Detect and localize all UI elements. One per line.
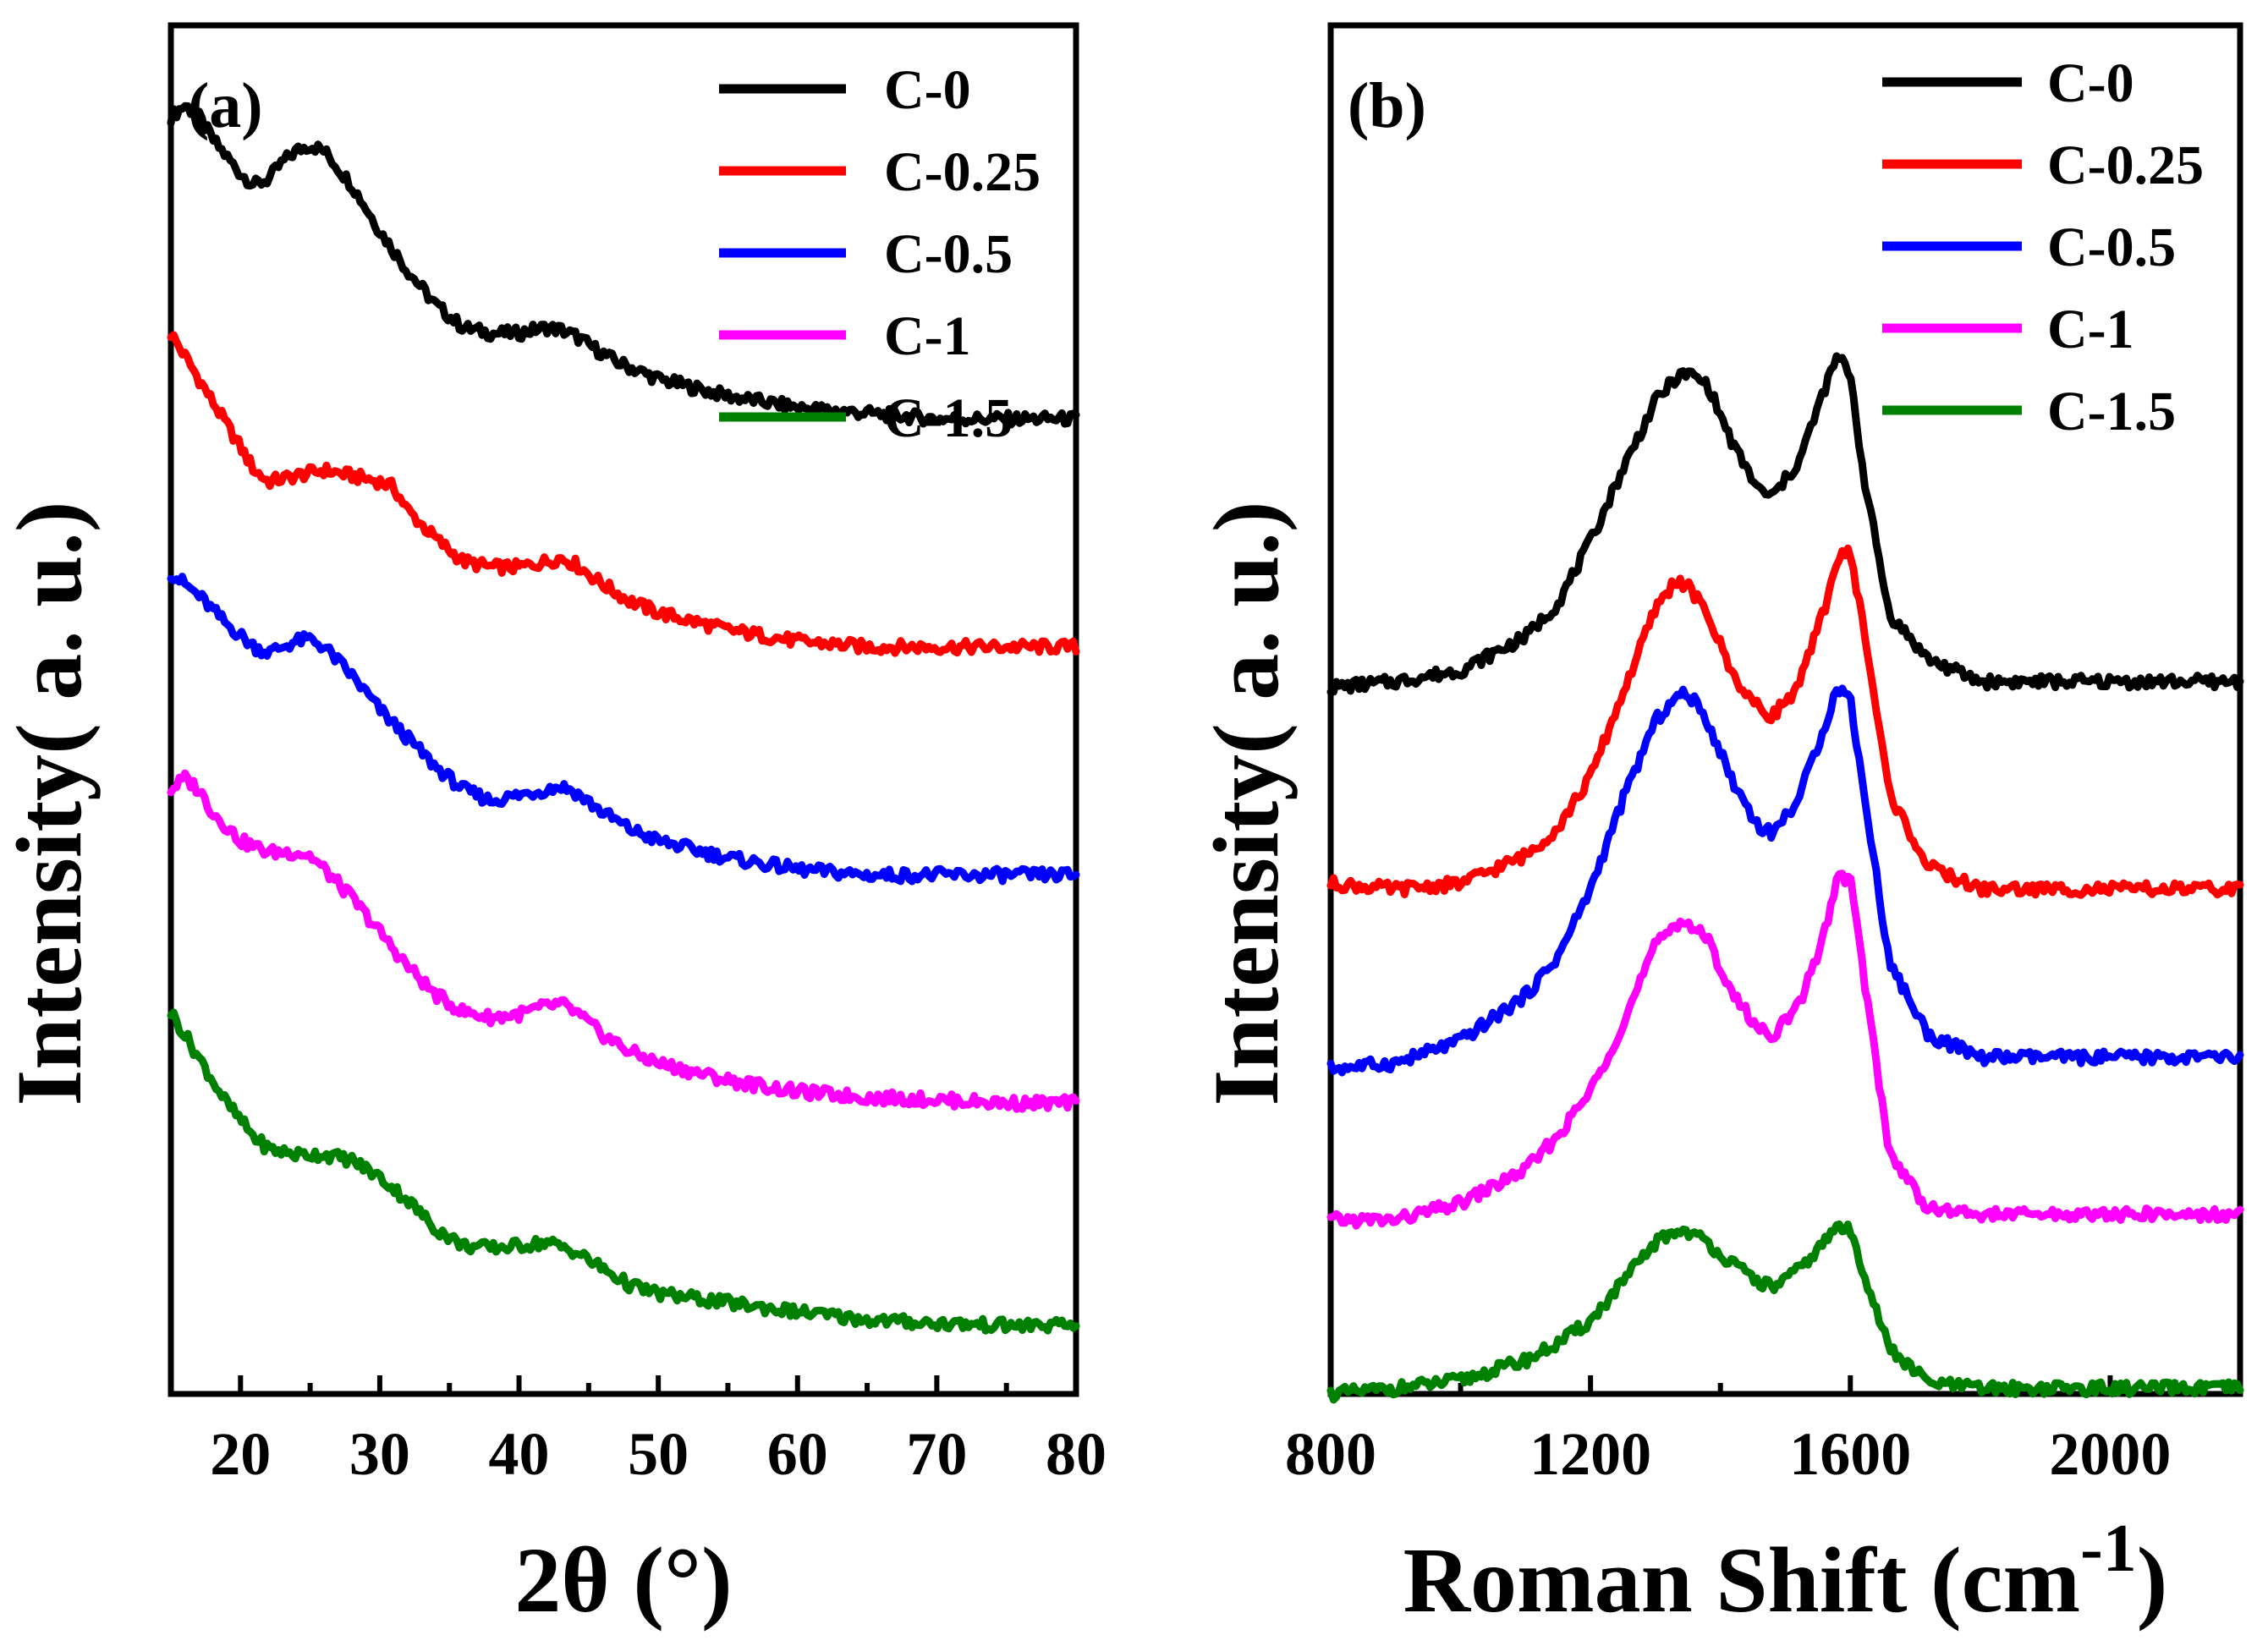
x-axis-title-suffix: ): [2137, 1528, 2168, 1632]
x-tick-label: 1200: [1529, 1420, 1651, 1488]
series-line-c-1-5: [1326, 1220, 2244, 1404]
x-tick-label: 800: [1285, 1420, 1376, 1488]
x-tick-label: 50: [628, 1420, 689, 1488]
x-tick-label: 1600: [1789, 1420, 1911, 1488]
plot-frame: [167, 22, 1079, 1397]
x-axis-title-main: Roman Shift (cm: [1403, 1528, 2081, 1632]
series-line-c-0: [167, 102, 1080, 429]
y-axis-title: Intensity( a. u.): [1194, 501, 1298, 1106]
x-tick-label: 60: [767, 1420, 828, 1488]
x-tick-label: 40: [489, 1420, 550, 1488]
chart-panel-b: 800 1200 1600 2000 Roman Shift (cm-1) Intensi…: [1194, 22, 2244, 1632]
legend: C-0 C-0.25 C-0.5 C-1 C-1.5: [1882, 52, 2204, 442]
panel-label: (a): [188, 70, 263, 141]
legend-label: C-1: [2047, 299, 2134, 360]
series-line-c-0-5: [167, 573, 1080, 886]
x-tick-label: 20: [210, 1420, 271, 1488]
legend-label: C-1: [884, 305, 971, 367]
series-line-c-0: [1326, 352, 2244, 696]
legend-label: C-0.25: [884, 141, 1041, 203]
series-line-c-1-5: [167, 1008, 1080, 1335]
x-axis-title: 2θ (°): [514, 1528, 732, 1632]
x-tick-label: 2000: [2049, 1420, 2171, 1488]
x-tick-label: 30: [349, 1420, 410, 1488]
legend-label: C-0.5: [884, 223, 1013, 285]
series-line-c-1: [1326, 870, 2244, 1230]
legend-label: C-0.25: [2047, 134, 2204, 196]
legend-label: C-0: [2047, 52, 2134, 114]
x-tick-label: 80: [1046, 1420, 1107, 1488]
legend-label: C-1.5: [2047, 381, 2176, 442]
x-tick-label: 70: [906, 1420, 967, 1488]
series-line-c-1: [167, 769, 1080, 1113]
series-line-c-0-25: [167, 331, 1080, 657]
plot-frame: [1327, 22, 2243, 1397]
legend-label: C-0.5: [2047, 217, 2176, 278]
legend-label: C-0: [884, 59, 971, 121]
series-line-c-0-25: [1326, 544, 2244, 899]
legend-label: C-1.5: [884, 387, 1013, 449]
legend: C-0 C-0.25 C-0.5 C-1 C-1.5: [719, 59, 1041, 449]
x-axis-title-superscript: -1: [2080, 1512, 2137, 1586]
series-line-c-0-5: [1326, 684, 2244, 1077]
chart-panel-a: 20 30 40 50 60 70 80 2θ (°) Intensity( a. u.) (a)…: [0, 22, 1107, 1632]
panel-label: (b): [1348, 70, 1426, 141]
y-axis-title: Intensity( a. u.): [0, 501, 101, 1106]
x-axis-title: Roman Shift (cm-1): [1403, 1512, 2168, 1632]
